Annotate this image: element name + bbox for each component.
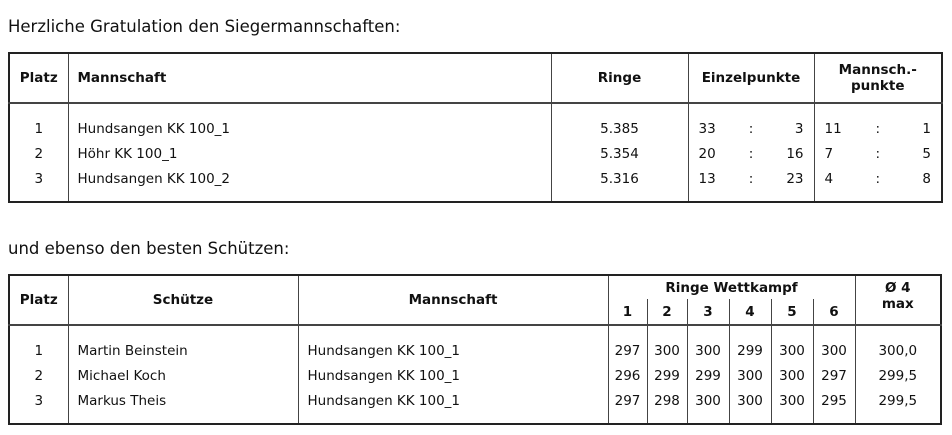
header-round-3: 3 [686,299,730,326]
header-ringe: Ringe [550,52,689,104]
einzel-won: 13 [698,170,716,187]
mannschaft: Höhr KK 100_1 [67,141,552,166]
shooter-row: 2 Michael Koch Hundsangen KK 100_1 296 299… [8,363,942,388]
round-score: 297 [812,363,856,388]
header-mannschaftspunkte: Mannsch.-punkte [813,52,943,104]
platz: 3 [8,388,69,424]
einzel-lost: 3 [794,120,804,137]
round-score: 300 [770,325,814,363]
mannsch-won: 11 [824,120,842,137]
sep: : [748,170,754,187]
round-score: 297 [607,388,648,424]
platz: 1 [8,103,69,141]
round-score: 299 [646,363,688,388]
header-mannschaft: Mannschaft [297,274,609,326]
sep: : [748,145,754,162]
header-round-1: 1 [607,299,648,326]
sep: : [875,145,881,162]
mannschaft: Hundsangen KK 100_1 [67,103,552,141]
shooter-row: 1 Martin Beinstein Hundsangen KK 100_1 29… [8,325,942,363]
header-round-2: 2 [646,299,688,326]
mannschaft: Hundsangen KK 100_1 [297,325,609,363]
sep: : [748,120,754,137]
mannschaft: Hundsangen KK 100_2 [67,166,552,202]
schuetze: Markus Theis [67,388,299,424]
round-score: 295 [812,388,856,424]
round-score: 297 [607,325,648,363]
mannsch-lost: 5 [922,145,931,162]
ringe: 5.385 [550,103,689,141]
round-score: 298 [646,388,688,424]
header-einzelpunkte: Einzelpunkte [687,52,815,104]
header-round-4: 4 [728,299,772,326]
heading-teams: Herzliche Gratulation den Siegermannscha… [8,17,401,36]
header-schuetze: Schütze [67,274,299,326]
shooters-table: Platz Schütze Mannschaft Ringe Wettkampf… [8,274,943,425]
round-score: 300 [770,363,814,388]
avg: 300,0 [854,325,942,363]
header-round-6: 6 [812,299,856,326]
round-score: 300 [770,388,814,424]
ringe: 5.316 [550,166,689,202]
mannschaft: Hundsangen KK 100_1 [297,388,609,424]
mannsch-lost: 8 [922,170,931,187]
header-platz: Platz [8,274,69,326]
team-row: 2 Höhr KK 100_1 5.354 20: 16 7: 5 [8,141,943,166]
einzel-won: 33 [698,120,716,137]
header-platz: Platz [8,52,69,104]
teams-table: Platz Mannschaft Ringe Einzelpunkte Mann… [8,52,943,203]
mannschaft: Hundsangen KK 100_1 [297,363,609,388]
ringe: 5.354 [550,141,689,166]
mannsch-won: 7 [824,145,834,162]
round-score: 300 [686,388,730,424]
platz: 3 [8,166,69,202]
round-score: 299 [728,325,772,363]
platz: 2 [8,141,69,166]
sep: : [875,170,881,187]
einzel-lost: 16 [786,145,804,162]
heading-shooters: und ebenso den besten Schützen: [8,239,290,258]
round-score: 296 [607,363,648,388]
avg: 299,5 [854,363,942,388]
header-avg: Ø 4 max [854,274,942,326]
round-score: 300 [646,325,688,363]
round-score: 300 [686,325,730,363]
team-row: 1 Hundsangen KK 100_1 5.385 33: 3 11: 1 [8,103,943,141]
sep: : [875,120,881,137]
round-score: 300 [812,325,856,363]
mannsch-won: 4 [824,170,834,187]
platz: 1 [8,325,69,363]
header-mannschaft: Mannschaft [67,52,552,104]
team-row: 3 Hundsangen KK 100_2 5.316 13: 23 4: 8 [8,166,943,202]
header-round-5: 5 [770,299,814,326]
round-score: 300 [728,363,772,388]
platz: 2 [8,363,69,388]
einzel-lost: 23 [786,170,804,187]
avg: 299,5 [854,388,942,424]
shooter-row: 3 Markus Theis Hundsangen KK 100_1 297 298… [8,388,942,424]
round-score: 299 [686,363,730,388]
round-score: 300 [728,388,772,424]
schuetze: Michael Koch [67,363,299,388]
einzel-won: 20 [698,145,716,162]
mannsch-lost: 1 [922,120,931,137]
schuetze: Martin Beinstein [67,325,299,363]
header-ringe-wettkampf: Ringe Wettkampf [607,274,856,299]
